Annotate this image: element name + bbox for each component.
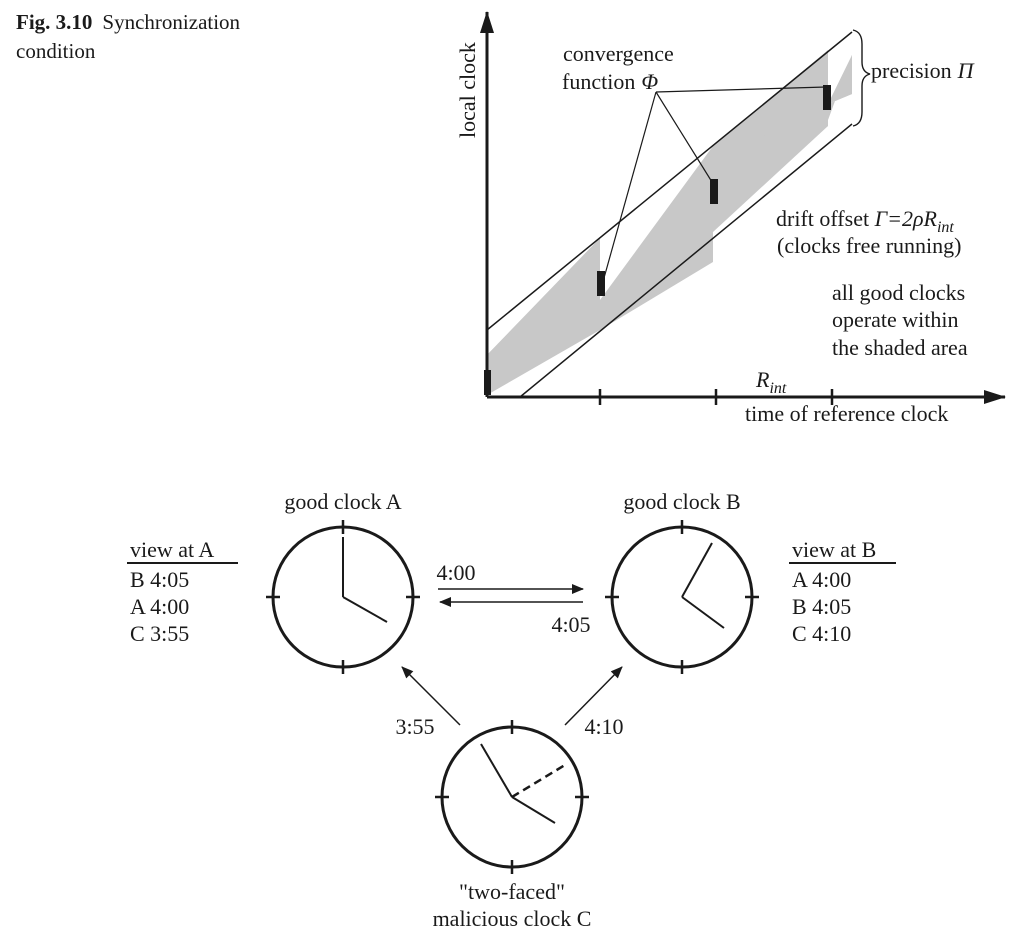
clock-c-minute-hand-b <box>511 763 566 799</box>
clock-a-title: good clock A <box>284 489 401 514</box>
clock-c-hour-hand <box>511 796 556 824</box>
msg-c-to-b-label: 4:10 <box>584 714 623 739</box>
x-axis-label: time of reference clock <box>745 401 948 426</box>
precision-label: precision Π <box>871 58 975 83</box>
arrow-c-to-a <box>401 666 461 726</box>
drift-offset-note: (clocks free running) <box>777 233 961 258</box>
clock-b-minute-hand <box>681 542 713 598</box>
shaded-note-line1: all good clocks <box>832 280 965 305</box>
shaded-note-line2: operate within <box>832 307 958 332</box>
clock-b-hour-hand <box>681 596 725 629</box>
convergence-pointer-1 <box>603 91 657 279</box>
view-at-a-row: C 3:55 <box>130 621 189 646</box>
precision-symbol: Π <box>957 58 975 83</box>
precision-word: precision <box>871 58 952 83</box>
arrow-c-to-b <box>564 666 623 726</box>
y-axis-label: local clock <box>455 42 480 138</box>
clock-c-minute-hand-a <box>480 743 513 798</box>
msg-a-to-b-label: 4:00 <box>436 560 475 585</box>
convergence-label-line2: function Φ <box>562 69 658 94</box>
convergence-pointer-3 <box>655 86 827 93</box>
figure-number: Fig. 3.10 <box>16 10 93 34</box>
convergence-symbol: Φ <box>641 69 658 94</box>
sync-condition-chart: local clock convergence function Φ precis… <box>455 11 1006 426</box>
figure-caption: Fig. 3.10 Synchronization condition <box>16 8 316 66</box>
view-at-b-row: C 4:10 <box>792 621 851 646</box>
precision-brace <box>852 29 871 127</box>
clock-c-title-line1: "two-faced" <box>459 879 565 904</box>
view-at-a-row: B 4:05 <box>130 567 189 592</box>
shaded-region <box>487 50 852 395</box>
msg-c-to-a-label: 3:55 <box>395 714 434 739</box>
interval-label-sub: int <box>769 380 786 397</box>
clock-a-hour-hand <box>342 596 388 623</box>
convergence-label-line1: convergence <box>563 41 674 66</box>
view-at-b-row: B 4:05 <box>792 594 851 619</box>
msg-b-to-a-label: 4:05 <box>551 612 590 637</box>
sync-bar-3 <box>823 85 831 110</box>
sync-bar-2 <box>710 179 718 204</box>
byzantine-clock-scenario: good clock A good clock B "two-faced" ma… <box>127 489 896 931</box>
drift-offset-prefix: drift offset <box>776 206 875 231</box>
sync-bar-0 <box>484 370 491 395</box>
convergence-function-word: function <box>562 69 635 94</box>
interval-label: Rint <box>755 367 787 397</box>
sync-bar-1 <box>597 271 605 296</box>
clock-c: "two-faced" malicious clock C <box>433 720 592 931</box>
view-at-b-row: A 4:00 <box>792 567 851 592</box>
figure-title: Synchronization condition <box>16 10 241 63</box>
drift-offset-sub: int <box>937 219 954 236</box>
upper-precision-line <box>486 31 853 331</box>
interval-label-base: R <box>755 367 770 392</box>
clock-b: good clock B <box>605 489 759 674</box>
convergence-pointer-2 <box>655 91 713 183</box>
view-at-b-heading: view at B <box>792 537 876 562</box>
view-at-a-row: A 4:00 <box>130 594 189 619</box>
clock-a: good clock A <box>266 489 420 674</box>
view-at-b-table: view at B A 4:00 B 4:05 C 4:10 <box>789 537 896 646</box>
clock-c-title-line2: malicious clock C <box>433 906 592 931</box>
drift-offset-label: drift offset Γ=2ρRint <box>776 206 954 236</box>
view-at-a-table: view at A B 4:05 A 4:00 C 3:55 <box>127 537 238 646</box>
drift-offset-formula: Γ=2ρR <box>874 206 938 231</box>
shaded-note-line3: the shaded area <box>832 335 968 360</box>
view-at-a-heading: view at A <box>130 537 214 562</box>
clock-b-title: good clock B <box>623 489 740 514</box>
lower-precision-line <box>519 123 853 398</box>
